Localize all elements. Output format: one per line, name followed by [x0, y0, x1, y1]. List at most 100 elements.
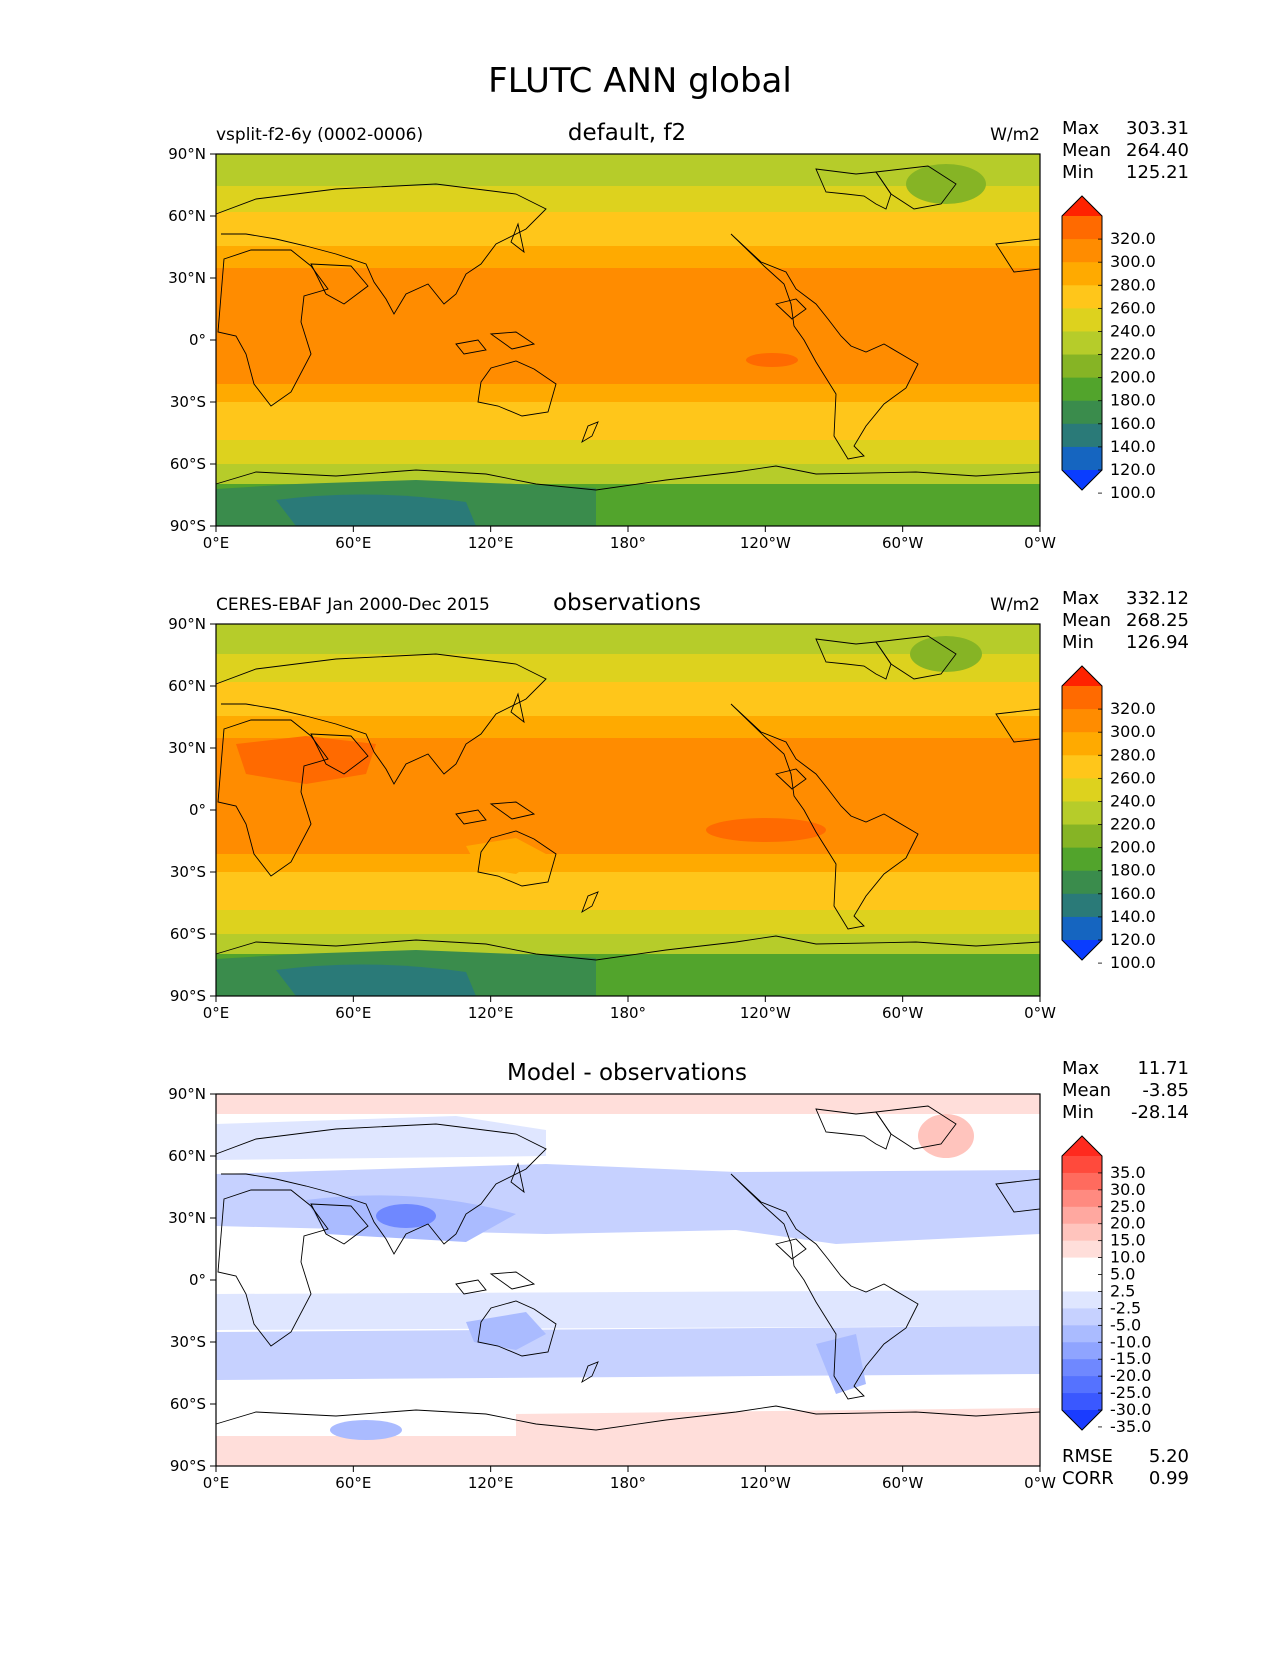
- lat-tick-label: 0°: [189, 801, 206, 819]
- colorbar-segment: [1062, 1274, 1102, 1292]
- lon-tick-label: 60°W: [882, 1004, 924, 1022]
- colorbar-segment: [1062, 686, 1102, 710]
- colorbar-segment: [1062, 732, 1102, 756]
- colorbar-label: 120.0: [1110, 930, 1156, 949]
- colorbar-label: 220.0: [1110, 815, 1156, 834]
- lat-tick-label: 90°N: [168, 1085, 206, 1103]
- colorbar-label: 280.0: [1110, 745, 1156, 764]
- colorbar-segment: [1062, 1189, 1102, 1208]
- colorbar-extend-bottom: [1062, 470, 1102, 490]
- stat-mean-label: Mean: [1062, 610, 1111, 631]
- stat-min-value: 125.21: [1126, 162, 1189, 183]
- lat-tick-label: 60°N: [168, 207, 206, 225]
- colorbar-label: 220.0: [1110, 345, 1156, 364]
- colorbar-segment: [1062, 1325, 1102, 1343]
- lat-tick-label: 90°S: [170, 517, 206, 535]
- lat-tick-label: 90°S: [170, 987, 206, 1005]
- colorbar-segment: [1062, 1359, 1102, 1377]
- colorbar-label: -2.5: [1110, 1298, 1141, 1317]
- stat-max-label: Max: [1062, 1058, 1100, 1079]
- colorbar-segment: [1062, 377, 1102, 402]
- colorbar-label: 200.0: [1110, 838, 1156, 857]
- panel-left-label: CERES-EBAF Jan 2000-Dec 2015: [216, 595, 490, 615]
- stat-min-label: Min: [1062, 162, 1094, 183]
- colorbar-segment: [1062, 870, 1102, 895]
- stat-max-label: Max: [1062, 588, 1100, 609]
- colorbar-segment: [1062, 1223, 1102, 1242]
- colorbar-label: 120.0: [1110, 460, 1156, 479]
- colorbar-extend-top: [1062, 1136, 1102, 1156]
- colorbar-label: 200.0: [1110, 368, 1156, 387]
- stat-corr-value: 0.99: [1149, 1468, 1189, 1489]
- colorbar-segment: [1062, 1240, 1102, 1259]
- colorbar-segment: [1062, 824, 1102, 849]
- stat-mean-label: Mean: [1062, 140, 1111, 161]
- colorbar-segment: [1062, 331, 1102, 356]
- panel-left-label: vsplit-f2-6y (0002-0006): [216, 125, 423, 145]
- lon-tick-label: 0°W: [1024, 1474, 1056, 1492]
- lon-tick-label: 180°: [610, 534, 646, 552]
- lat-tick-label: 30°N: [168, 739, 206, 757]
- colorbar-label: 2.5: [1110, 1281, 1135, 1300]
- stat-mean-value: 264.40: [1126, 140, 1189, 161]
- colorbar-segment: [1062, 1172, 1102, 1191]
- colorbar-segment: [1062, 1308, 1102, 1326]
- lon-tick-label: 0°E: [203, 1004, 230, 1022]
- stats-test: Max 303.31 Mean 264.40 Min 125.21: [1062, 118, 1189, 183]
- lat-tick-label: 90°N: [168, 145, 206, 163]
- colorbar-label: 300.0: [1110, 252, 1156, 271]
- stat-mean-value: 268.25: [1126, 610, 1189, 631]
- stat-rmse-label: RMSE: [1062, 1446, 1113, 1467]
- stats-diff: Max 11.71 Mean -3.85 Min -28.14 RMSE 5.2…: [1062, 1058, 1189, 1489]
- colorbar-label: 20.0: [1110, 1214, 1146, 1233]
- stat-mean-value: -3.85: [1142, 1080, 1189, 1101]
- colorbar-label: 260.0: [1110, 298, 1156, 317]
- lat-tick-label: 60°N: [168, 677, 206, 695]
- panel-diff: Model - observations: [168, 1058, 1189, 1492]
- colorbar-segment: [1062, 1156, 1102, 1174]
- colorbar-test: 320.0 300.0 280.0 260.0 240.0 220.0 200.0 180.0…: [1061, 195, 1156, 502]
- colorbar-label: -35.0: [1110, 1417, 1151, 1436]
- colorbar-label: 35.0: [1110, 1163, 1146, 1182]
- colorbar-segment: [1062, 354, 1102, 379]
- lon-tick-label: 0°E: [203, 1474, 230, 1492]
- panel-test: vsplit-f2-6y (0002-0006) default, f2 W/m…: [168, 118, 1189, 552]
- lat-tick-label: 30°S: [170, 1333, 206, 1351]
- colorbar-label: 30.0: [1110, 1180, 1146, 1199]
- colorbar-label: 160.0: [1110, 414, 1156, 433]
- axis-ticks-test: 90°N 60°N 30°N 0° 30°S 60°S 90°S0°E 60°E 120°E 18…: [168, 145, 1056, 552]
- colorbar-segment: [1062, 1376, 1102, 1394]
- colorbar-segment: [1062, 916, 1102, 941]
- colorbar-label: -10.0: [1110, 1332, 1151, 1351]
- colorbar-segment: [1062, 1393, 1102, 1411]
- colorbar-label: 140.0: [1110, 907, 1156, 926]
- colorbar-segment: [1062, 1257, 1102, 1276]
- stat-min-value: 126.94: [1126, 632, 1189, 653]
- lat-tick-label: 30°N: [168, 1209, 206, 1227]
- colorbar-segment: [1062, 308, 1102, 332]
- lon-tick-label: 60°W: [882, 534, 924, 552]
- lon-tick-label: 120°W: [740, 534, 791, 552]
- lon-tick-label: 120°E: [468, 534, 514, 552]
- colorbar-label: 140.0: [1110, 437, 1156, 456]
- lat-tick-label: 60°S: [170, 1395, 206, 1413]
- colorbar-segment: [1062, 423, 1102, 448]
- colorbar-label: -25.0: [1110, 1383, 1151, 1402]
- lat-tick-label: 30°S: [170, 863, 206, 881]
- lon-tick-label: 120°W: [740, 1474, 791, 1492]
- stat-max-value: 332.12: [1126, 588, 1189, 609]
- colorbar-segment: [1062, 1342, 1102, 1360]
- map-test: [215, 153, 1041, 527]
- colorbar-label: 300.0: [1110, 722, 1156, 741]
- colorbar-label: 10.0: [1110, 1248, 1146, 1267]
- colorbar-segment: [1062, 400, 1102, 425]
- colorbar-segment: [1062, 262, 1102, 286]
- colorbar-label: 280.0: [1110, 275, 1156, 294]
- colorbar-segment: [1062, 755, 1102, 779]
- coastlines: [215, 165, 1041, 491]
- colorbar-segment: [1062, 778, 1102, 802]
- colorbar-extend-top: [1062, 666, 1102, 686]
- lon-tick-label: 60°E: [335, 1474, 371, 1492]
- colorbar-segment: [1062, 709, 1102, 733]
- colorbar-label: -20.0: [1110, 1366, 1151, 1385]
